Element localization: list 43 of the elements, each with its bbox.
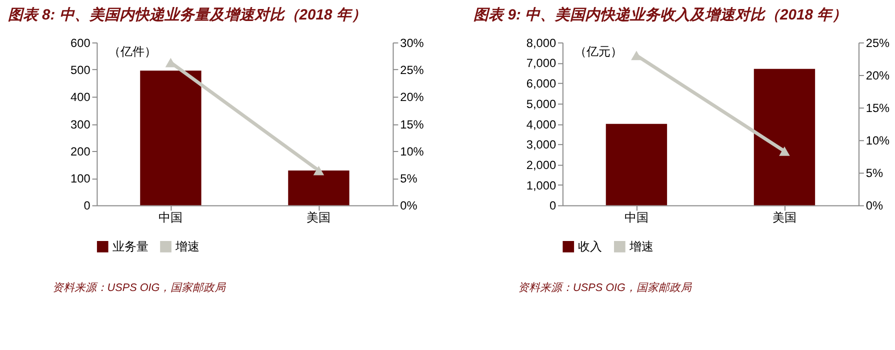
y2-tick-label: 15%: [400, 117, 424, 132]
y-tick-label: 6,000: [526, 76, 556, 91]
y2-tick-label: 20%: [866, 68, 890, 82]
y-tick-label: 4,000: [526, 117, 556, 132]
legend-label: 收入: [578, 240, 602, 254]
y-axis-title: （亿元）: [574, 44, 622, 58]
y2-tick-label: 15%: [866, 101, 890, 116]
y-tick-label: 200: [70, 144, 91, 158]
y-tick-label: 3,000: [526, 138, 556, 152]
legend-label: 增速: [628, 240, 654, 254]
y-tick-label: 100: [70, 172, 91, 186]
y-tick-label: 400: [70, 90, 91, 104]
y-tick-label: 0: [549, 198, 556, 213]
y2-tick-label: 10%: [400, 144, 424, 158]
y-tick-label: 2,000: [526, 158, 556, 172]
y2-tick-label: 30%: [400, 36, 424, 50]
y2-tick-label: 5%: [866, 166, 884, 180]
y2-tick-label: 10%: [866, 134, 890, 148]
legend-label: 增速: [174, 240, 200, 254]
y-tick-label: 1,000: [526, 178, 556, 192]
x-tick-label: 中国: [624, 210, 648, 225]
legend-label: 业务量: [112, 240, 148, 254]
chart-title: 图表 8: 中、美国内快递业务量及增速对比（2018 年）: [8, 6, 366, 24]
x-tick-label: 美国: [306, 210, 331, 225]
y-tick-label: 5,000: [526, 96, 556, 111]
y-tick-label: 600: [70, 36, 91, 50]
x-tick-label: 美国: [772, 210, 796, 225]
y-tick-label: 500: [70, 63, 91, 78]
x-tick-label: 中国: [158, 210, 183, 225]
y-tick-label: 300: [70, 117, 91, 132]
y2-tick-label: 20%: [400, 90, 424, 104]
y2-tick-label: 0%: [866, 198, 884, 213]
y2-tick-label: 25%: [400, 63, 424, 78]
y-tick-label: 7,000: [526, 56, 556, 70]
y2-tick-label: 25%: [866, 36, 890, 50]
y2-tick-label: 5%: [400, 172, 418, 186]
chart-title: 图表 9: 中、美国内快递业务收入及增速对比（2018 年）: [474, 6, 848, 24]
y-tick-label: 8,000: [526, 36, 556, 50]
y2-tick-label: 0%: [400, 198, 418, 213]
text: 资料来源：USPS OIG，国家邮政局: [518, 281, 692, 294]
text: 资料来源：USPS OIG，国家邮政局: [52, 281, 227, 294]
y-axis-title: （亿件）: [108, 44, 157, 58]
y-tick-label: 0: [84, 198, 91, 213]
